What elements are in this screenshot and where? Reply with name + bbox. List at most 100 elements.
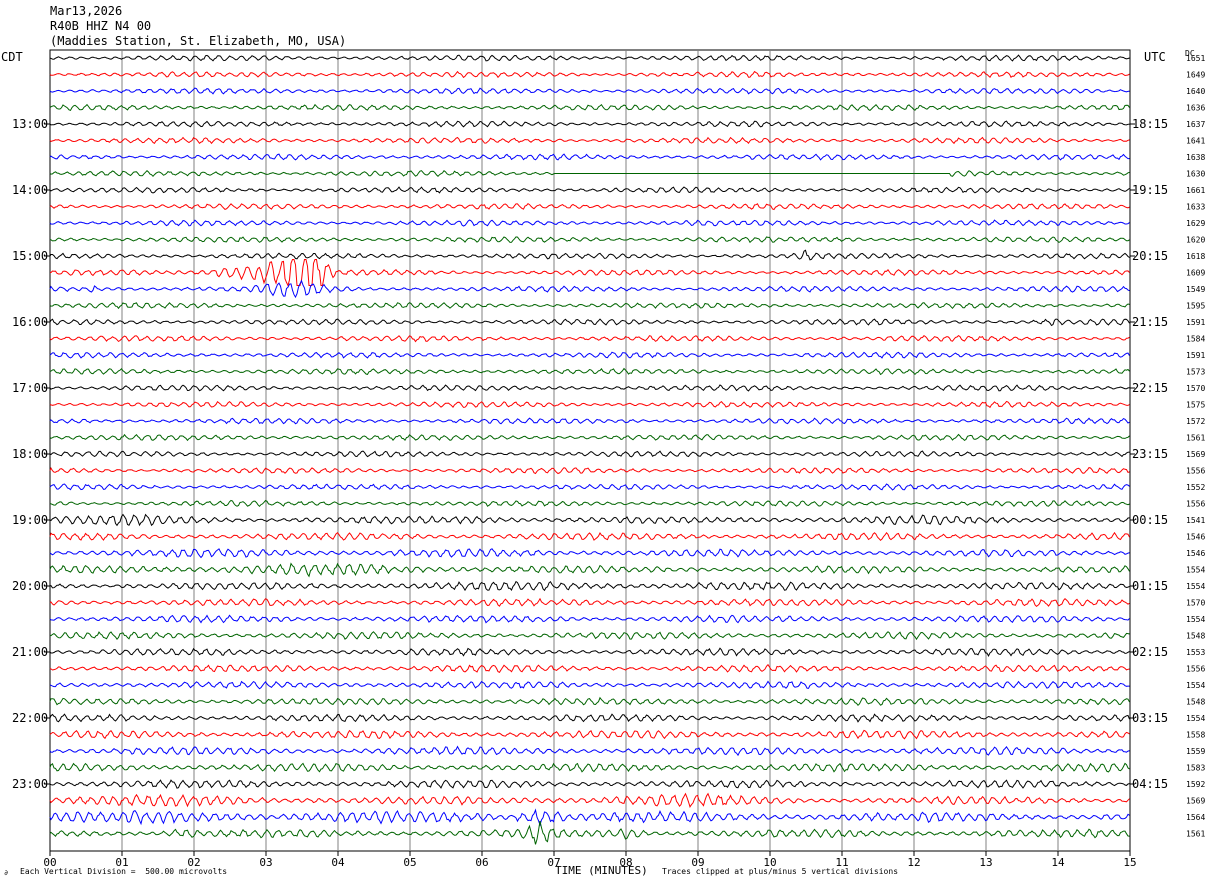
right-hour-label: 18:15 (1132, 117, 1168, 131)
trace-line (49, 400, 1130, 409)
vertical-scale-note: Each Vertical Division = 500.00 microvol… (20, 867, 228, 876)
right-hour-label: 02:15 (1132, 645, 1168, 659)
trace-line (49, 169, 1130, 178)
trace-line (49, 54, 1130, 62)
trace-line (49, 450, 1130, 458)
dc-offset-label: 1561 (1186, 830, 1205, 839)
right-hour-label: 03:15 (1132, 711, 1168, 725)
dc-offset-label: 1640 (1186, 87, 1205, 96)
trace-line (50, 259, 1130, 287)
trace-line (49, 136, 1130, 145)
right-hour-label: 01:15 (1132, 579, 1168, 593)
dc-offset-label: 1556 (1186, 500, 1205, 509)
dc-offset-label: 1561 (1186, 434, 1205, 443)
dc-offset-label: 1556 (1186, 665, 1205, 674)
station-name: (Maddies Station, St. Elizabeth, MO, USA… (50, 34, 347, 48)
dc-offset-label: 1620 (1186, 236, 1205, 245)
trace-line (49, 186, 1130, 194)
trace-line (49, 779, 1130, 789)
dc-offset-label: 1546 (1186, 549, 1205, 558)
trace-line (49, 203, 1130, 211)
dc-offset-label: 1641 (1186, 137, 1205, 146)
trace-line (49, 729, 1130, 740)
dc-offset-label: 1554 (1186, 566, 1205, 575)
dc-offset-label: 1592 (1186, 780, 1205, 789)
trace-line (49, 70, 1130, 79)
trace-line (49, 745, 1130, 757)
trace-line (49, 103, 1130, 112)
x-tick-label: 02 (187, 856, 200, 869)
x-tick-label: 13 (979, 856, 992, 869)
dc-offset-label: 1583 (1186, 764, 1205, 773)
dc-offset-header: DC (1185, 49, 1195, 58)
right-hour-label: 23:15 (1132, 447, 1168, 461)
dc-offset-label: 1649 (1186, 71, 1205, 80)
trace-line (49, 548, 1130, 559)
trace-line (49, 631, 1130, 641)
left-timezone-label: CDT (1, 50, 23, 64)
x-tick-label: 15 (1123, 856, 1136, 869)
trace-line (49, 762, 1130, 773)
right-hour-label: 22:15 (1132, 381, 1168, 395)
dc-offset-label: 1554 (1186, 582, 1205, 591)
dc-offset-label: 1618 (1186, 252, 1205, 261)
x-tick-label: 12 (907, 856, 920, 869)
trace-line (49, 219, 1130, 227)
dc-offset-label: 1552 (1186, 483, 1205, 492)
dc-offset-label: 1548 (1186, 698, 1205, 707)
left-hour-label: 18:00 (12, 447, 48, 461)
dc-offset-label: 1661 (1186, 186, 1205, 195)
x-tick-label: 05 (403, 856, 416, 869)
dc-offset-label: 1553 (1186, 648, 1205, 657)
dc-offset-label: 1572 (1186, 417, 1205, 426)
trace-line (49, 663, 1130, 673)
trace-line (49, 513, 1130, 527)
dc-offset-label: 1609 (1186, 269, 1205, 278)
trace-line (49, 580, 1130, 592)
dc-offset-label: 1573 (1186, 368, 1205, 377)
left-hour-label: 14:00 (12, 183, 48, 197)
dc-offset-label: 1556 (1186, 467, 1205, 476)
trace-line (49, 279, 1130, 299)
trace-line (49, 334, 1130, 343)
right-hour-label: 00:15 (1132, 513, 1168, 527)
trace-line (49, 235, 1130, 244)
left-hour-label: 16:00 (12, 315, 48, 329)
left-hour-label: 23:00 (12, 777, 48, 791)
right-hour-label: 19:15 (1132, 183, 1168, 197)
x-tick-label: 08 (619, 856, 632, 869)
trace-line (49, 820, 1130, 845)
dc-offset-label: 1549 (1186, 285, 1205, 294)
dc-offset-label: 1630 (1186, 170, 1205, 179)
trace-line (49, 696, 1130, 707)
x-tick-label: 00 (43, 856, 56, 869)
x-tick-label: 06 (475, 856, 488, 869)
dc-offset-label: 1591 (1186, 351, 1205, 360)
x-axis-title: TIME (MINUTES) (555, 864, 648, 877)
dc-offset-label: 1636 (1186, 104, 1205, 113)
left-hour-label: 21:00 (12, 645, 48, 659)
trace-line (49, 318, 1130, 327)
dc-offset-label: 1651 (1186, 54, 1205, 63)
dc-offset-label: 1554 (1186, 714, 1205, 723)
clip-note: Traces clipped at plus/minus 5 vertical … (662, 867, 899, 876)
trace-line (49, 302, 1130, 310)
dc-offset-label: 1548 (1186, 632, 1205, 641)
left-hour-label: 13:00 (12, 117, 48, 131)
x-tick-label: 10 (763, 856, 776, 869)
dc-offset-label: 1559 (1186, 747, 1205, 756)
dc-offset-label: 1569 (1186, 450, 1205, 459)
trace-line (49, 384, 1130, 392)
trace-line (49, 531, 1130, 542)
left-hour-label: 15:00 (12, 249, 48, 263)
channel-code: R40B HHZ N4 00 (50, 19, 152, 33)
trace-line (49, 483, 1130, 491)
x-tick-label: 03 (259, 856, 272, 869)
left-hour-label: 19:00 (12, 513, 48, 527)
x-tick-label: 09 (691, 856, 704, 869)
corner-mark: ∂ (4, 869, 9, 877)
trace-line (49, 433, 1130, 442)
right-timezone-label: UTC (1144, 50, 1166, 64)
dc-offset-label: 1633 (1186, 203, 1205, 212)
dc-offset-label: 1564 (1186, 813, 1205, 822)
